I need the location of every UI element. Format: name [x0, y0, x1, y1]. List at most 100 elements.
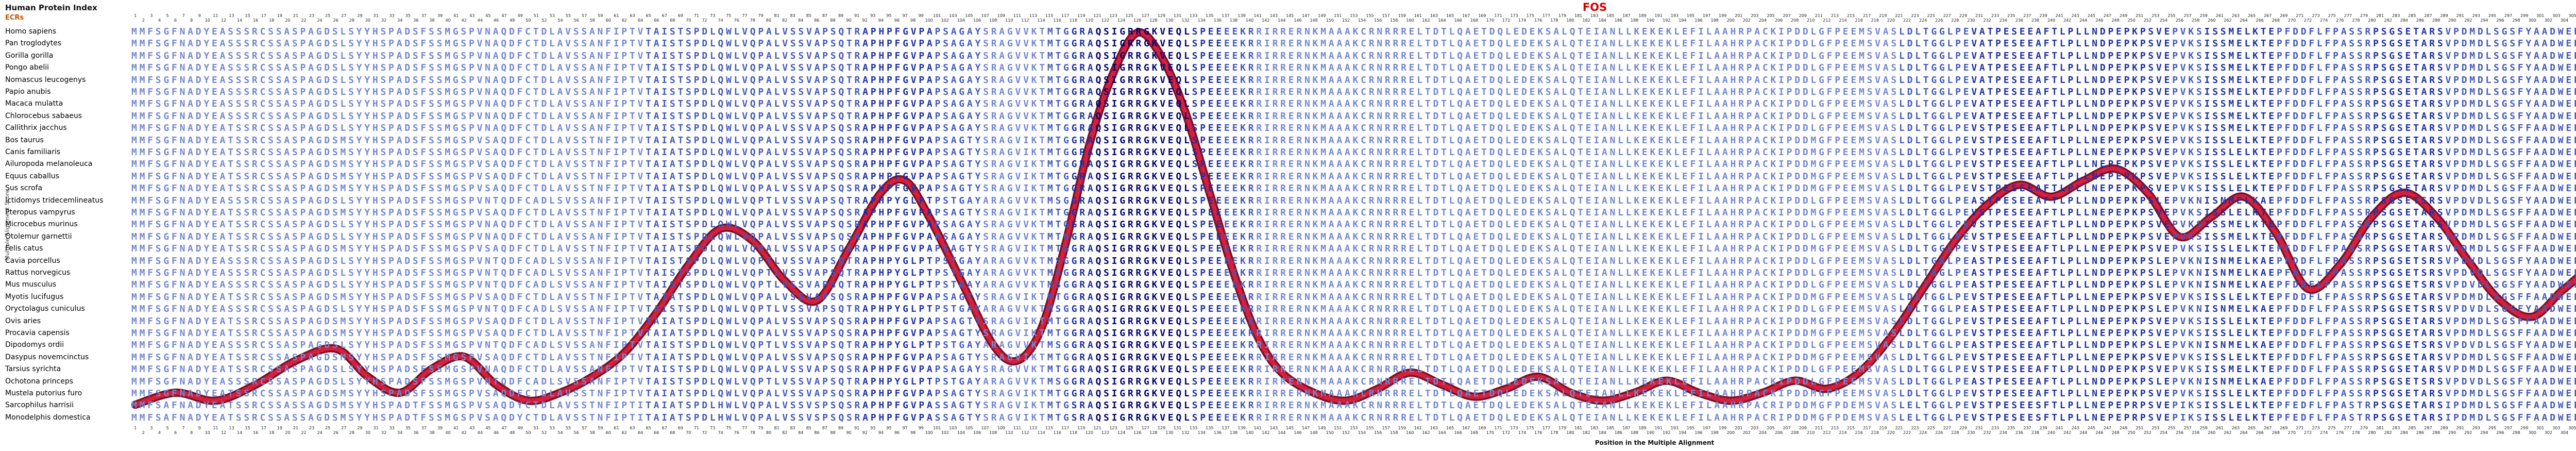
sequence-segment: ISSMELKTE	[2204, 62, 2277, 74]
ruler-label: 123	[1109, 13, 1117, 18]
sequence-segment: LELTGGLPE	[1899, 412, 1972, 423]
sequence-segment: VATPESEEAFTLPLLNDPEPKPSVE	[1971, 26, 2173, 37]
sequence-segment: MSG	[1047, 268, 1072, 278]
ruler-label: 2	[142, 18, 145, 23]
sequence-segment: TAISTSPDLQWLVQPTLVSSVAPSQTR	[646, 268, 863, 278]
sequence-segment: VPDMDLSGSFFAADWEPLHSGNLGMGP	[2445, 135, 2576, 146]
sequence-segment: SPEE	[1192, 291, 1224, 303]
sequence-segment: VSTPESEEAFTLPLLNEPEPKPSVE	[1971, 388, 2173, 399]
ruler-label: 199	[1719, 426, 1727, 430]
sequence-segment: TAISTSPDLQWLVQPTLVSSVAPSQTR	[646, 376, 863, 387]
sequence-segment: QSIGRRGKVEQL	[1095, 195, 1192, 206]
sequence-segment: ISSLELKTE	[2204, 328, 2277, 339]
sequence-segment: PFDDFLFPASSR	[2276, 388, 2374, 399]
ecrs-link[interactable]: ECRs	[5, 14, 24, 22]
ruler-label: 221	[1895, 426, 1903, 430]
ruler-label: 93	[870, 426, 876, 430]
sequence-segment: PVKN	[2172, 279, 2205, 291]
ruler-label: 203	[1751, 13, 1759, 18]
sequence-segment: VSTPESEEAFTLPLLNEPEPKPSVE	[1971, 315, 2173, 327]
ruler-label: 101	[933, 13, 941, 18]
sequence-segment: PVKS	[2172, 171, 2205, 182]
sequence-segment: SRAGVIKT	[983, 207, 1047, 218]
ruler-label: 148	[1310, 430, 1318, 435]
sequence-segment: APHPFGVPA	[862, 315, 935, 327]
sequence-segment: TAISTSPDLQWLVQPTLVSSVAPSQTR	[646, 304, 863, 315]
ruler-label: 271	[2296, 426, 2304, 430]
sequence-segment: MMFSGFNADYEASSSRCSSASPAGDSLSYYHSPADSFSSM…	[131, 62, 646, 74]
ruler-label: 69	[677, 426, 683, 430]
ruler-label: 158	[1390, 18, 1398, 23]
ruler-label: 223	[1911, 426, 1919, 430]
ruler-label: 182	[1582, 18, 1590, 23]
ruler-label: 293	[2472, 426, 2480, 430]
ruler-label: 297	[2504, 426, 2513, 430]
ruler-label: 75	[726, 426, 732, 430]
sequence-segment: RIRRERNKMAAAKCRNRRRELTDTLQAETDQLEDEKSALQ…	[1256, 291, 1899, 303]
sequence-segment: TAIATSPDLQWLVQPALVSSVAPSQSR	[646, 183, 863, 194]
ruler-label: 13	[229, 13, 234, 18]
ruler-label: 12	[221, 430, 227, 435]
sequence-segment: MMFSGFNADYEATSSRCSSASPAGDSMSYYHSPADSFSSM…	[131, 135, 646, 146]
ruler-label: 209	[1799, 426, 1807, 430]
sequence-segment: ISNMELKAE	[2204, 279, 2277, 291]
species-label: Nomascus leucogenys	[5, 75, 86, 84]
ruler-label: 52	[541, 430, 547, 435]
sequence-segment: TAISTSPDLQWLVQPTLVSSVAPSQTR	[646, 340, 863, 351]
ruler-label: 181	[1574, 13, 1583, 18]
sequence-segment: APHPFGVPA	[862, 243, 935, 255]
species-label: Otolemur garnettii	[5, 232, 72, 241]
sequence-segment: ISSLELKTE	[2204, 412, 2277, 423]
ruler-label: 125	[1125, 13, 1133, 18]
ruler-label: 49	[517, 426, 523, 430]
sequence-segment: QSIGRRGKVEQL	[1095, 207, 1192, 218]
sequence-segment: LDLTGGLPE	[1899, 98, 1972, 110]
sequence-segment: QSIGRRGKVEQL	[1095, 279, 1192, 291]
sequence-segment: TAISTSPDLQWLVQPALVSSVAPSQTR	[646, 87, 863, 97]
sequence-segment: TAIATSPDLQWLVQPALVSSVAPSQSR	[646, 243, 863, 255]
sequence-segment: VATPESEEAFTLPLLNDPEPKPSVE	[1971, 74, 2173, 86]
ruler-label: 151	[1334, 13, 1342, 18]
ruler-label: 34	[397, 18, 403, 23]
ruler-label: 211	[1815, 426, 1823, 430]
sequence-segment: TAIATSPDLQWLVQPALVSSVAPSQSR	[646, 207, 863, 218]
ruler-label: 126	[1133, 430, 1142, 435]
sequence-row: MMFSGFNADYEASSSRCSSASPAGDSLSYYHSPADSFSSM…	[131, 38, 2576, 49]
sequence-segment: PSAGTY	[935, 207, 984, 218]
ruler-label: 39	[437, 13, 443, 18]
ruler-label: 144	[1278, 430, 1286, 435]
ruler-label: 10	[205, 18, 210, 23]
sequence-segment: MMFSGFNADYEATSSRCSSASPAGDSLSYYHSPADSFSSM…	[131, 219, 646, 230]
sequence-segment: QSIGRRGKVEQL	[1095, 255, 1192, 266]
ruler-label: 60	[605, 18, 611, 23]
ruler-label: 305	[2568, 426, 2576, 430]
ruler-label: 207	[1783, 13, 1791, 18]
sequence-segment: MTG	[1047, 26, 1072, 37]
sequence-segment: RIRRERNKMAAAKCRNRRRELTDTLQAETDQLEDEKSALQ…	[1256, 400, 1899, 411]
sequence-segment: MMFSGFNADYEATSSRCSSASPAGDSMSYYHSPADSFSSM…	[131, 328, 646, 339]
ruler-label: 37	[421, 426, 427, 430]
sequence-segment: PSAGTY	[935, 135, 984, 146]
sequence-segment: SRAGVIKT	[983, 388, 1047, 399]
sequence-segment: MMFSGFNADYEASSSRCSSASPAGDSLSYYHSPADSFSSM…	[131, 376, 646, 387]
sequence-segment: SPEE	[1192, 243, 1224, 255]
ruler-label: 8	[190, 18, 193, 23]
ruler-label: 225	[1927, 13, 1935, 18]
sequence-segment: MSG	[1047, 376, 1072, 387]
ruler-label: 213	[1831, 426, 1839, 430]
ruler-label: 212	[1823, 18, 1831, 23]
sequence-segment: MMFSGFNADYEASSSRCSSASPAGDSLSYYHSPADSFSSM…	[131, 304, 646, 315]
ruler-label: 242	[2063, 430, 2072, 435]
sequence-segment: SPEE	[1192, 352, 1224, 363]
ruler-label: 280	[2368, 430, 2376, 435]
sequence-segment: RIRRERNKMAAAKCRNRRRELTDTLQAETDQLEDEKSALQ…	[1256, 376, 1899, 387]
ruler-label: 55	[565, 426, 571, 430]
species-label: Papio anubis	[5, 88, 51, 96]
species-label: Mustela putorius furo	[5, 389, 82, 397]
ruler-label: 221	[1895, 13, 1903, 18]
ruler-label: 68	[670, 430, 675, 435]
sequence-segment: SPEE	[1192, 388, 1224, 399]
ruler-label: 107	[981, 13, 989, 18]
ruler-label: 43	[469, 426, 475, 430]
sequence-segment: MSG	[1047, 304, 1072, 315]
